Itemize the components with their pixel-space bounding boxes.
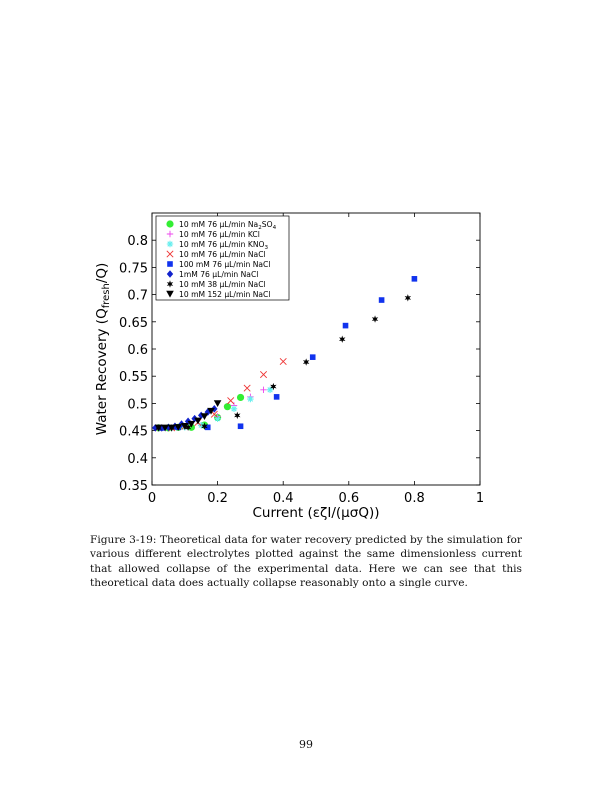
page-number: 99 bbox=[299, 738, 313, 751]
data-point-series-2 bbox=[247, 395, 254, 403]
legend-label: 10 mM 152 μL/min NaCl bbox=[179, 290, 270, 299]
data-point-series-7 bbox=[207, 407, 215, 415]
legend-marker-0 bbox=[166, 220, 174, 228]
x-tick-label: 0 bbox=[148, 491, 156, 506]
y-axis-label: Water Recovery (Qfresh/Q) bbox=[94, 263, 112, 436]
data-point-series-5 bbox=[152, 424, 159, 432]
legend-label: 10 mM 38 μL/min NaCl bbox=[179, 280, 266, 289]
data-point-series-7 bbox=[161, 424, 169, 432]
data-points bbox=[152, 276, 418, 432]
legend-box bbox=[155, 215, 290, 301]
legend-marker-6 bbox=[166, 280, 174, 288]
y-tick-label: 0.65 bbox=[119, 316, 148, 331]
data-point-series-6 bbox=[234, 411, 241, 420]
data-point-series-0 bbox=[223, 403, 232, 411]
water-recovery-chart: 0 0.2 0.4 0.6 0.8 1 0.35 0.4 0.45 0.5 0.55 0.6 0.65 0… bbox=[94, 212, 484, 521]
data-point-series-2 bbox=[230, 405, 238, 413]
legend-label: 10 mM 76 μL/min Na2SO4 bbox=[179, 220, 277, 231]
data-point-series-4 bbox=[342, 322, 349, 329]
legend-marker-2 bbox=[166, 240, 174, 248]
y-tick-label: 0.6 bbox=[127, 343, 148, 358]
data-point-series-7 bbox=[200, 413, 209, 421]
data-point-series-3 bbox=[227, 397, 235, 405]
data-point-series-6 bbox=[371, 315, 379, 323]
data-point-series-7 bbox=[187, 420, 196, 428]
data-point-series-3 bbox=[279, 357, 287, 366]
data-point-series-6 bbox=[201, 422, 208, 430]
legend-label: 100 mM 76 μL/min NaCl bbox=[179, 260, 270, 269]
data-point-series-6 bbox=[270, 382, 277, 391]
y-tick-label: 0.5 bbox=[127, 397, 148, 412]
x-tick-label: 0.2 bbox=[207, 491, 228, 506]
data-point-series-5 bbox=[158, 424, 166, 432]
data-point-series-7 bbox=[154, 424, 163, 432]
data-point-series-7 bbox=[167, 424, 176, 432]
y-tick-label: 0.75 bbox=[119, 261, 148, 276]
data-point-series-7 bbox=[174, 424, 183, 431]
y-tick-label: 0.35 bbox=[119, 479, 148, 494]
x-tick-label: 1 bbox=[476, 491, 484, 506]
data-point-series-7 bbox=[181, 423, 189, 430]
legend-marker-5 bbox=[166, 270, 174, 278]
data-point-series-3 bbox=[243, 384, 251, 392]
data-point-series-6 bbox=[404, 294, 412, 302]
legend-label: 10 mM 76 μL/min NaCl bbox=[179, 250, 266, 259]
data-point-series-4 bbox=[309, 354, 316, 360]
data-point-series-5 bbox=[191, 414, 198, 423]
data-point-series-4 bbox=[411, 276, 418, 282]
figure-caption: Figure 3-19: Theoretical data for water … bbox=[90, 534, 522, 589]
data-point-series-5 bbox=[211, 405, 218, 413]
data-point-series-6 bbox=[302, 358, 310, 366]
legend-marker-4 bbox=[167, 261, 173, 267]
data-point-series-2 bbox=[214, 415, 221, 422]
data-point-series-4 bbox=[273, 394, 280, 400]
x-tick-label: 0.4 bbox=[273, 491, 294, 506]
data-point-series-4 bbox=[378, 297, 385, 303]
data-point-series-2 bbox=[266, 386, 274, 393]
data-point-series-7 bbox=[194, 417, 202, 425]
legend-marker-7 bbox=[166, 290, 174, 298]
data-point-series-5 bbox=[178, 420, 185, 428]
y-tick-label: 0.55 bbox=[119, 370, 148, 385]
legend-label: 10 mM 76 μL/min KCl bbox=[179, 230, 260, 239]
data-point-series-3 bbox=[260, 371, 268, 379]
legend-label: 1mM 76 μL/min NaCl bbox=[179, 270, 258, 279]
x-axis-label: Current (εζI/(μσQ)) bbox=[252, 505, 379, 521]
legend-label: 10 mM 76 μL/min KNO3 bbox=[179, 240, 269, 251]
data-point-series-7 bbox=[213, 400, 222, 407]
legend-marker-1 bbox=[166, 230, 174, 238]
y-tick-label: 0.45 bbox=[119, 425, 148, 440]
data-point-series-5 bbox=[198, 411, 205, 420]
data-point-series-1 bbox=[260, 386, 267, 393]
data-point-series-4 bbox=[237, 423, 244, 430]
legend-marker-3 bbox=[166, 250, 174, 258]
data-point-series-6 bbox=[339, 335, 346, 343]
data-point-series-0 bbox=[236, 393, 245, 402]
y-tick-label: 0.8 bbox=[127, 234, 148, 249]
axis-ticks: 0 0.2 0.4 0.6 0.8 1 0.35 0.4 0.45 0.5 0.55 0.6 0.65 0… bbox=[119, 213, 484, 506]
y-tick-label: 0.4 bbox=[127, 452, 148, 467]
data-point-series-6 bbox=[184, 423, 192, 432]
y-tick-label: 0.7 bbox=[127, 289, 148, 304]
data-point-series-4 bbox=[204, 424, 211, 431]
x-tick-label: 0.6 bbox=[338, 491, 359, 506]
x-tick-label: 0.8 bbox=[404, 491, 425, 506]
